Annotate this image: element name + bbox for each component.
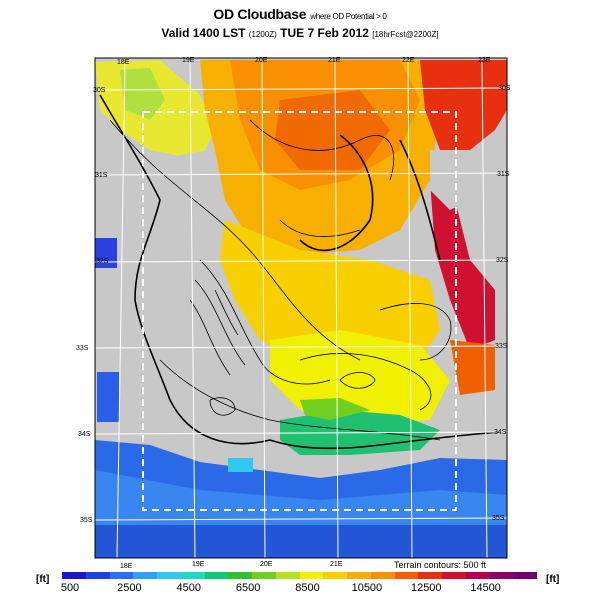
colorbar-swatch bbox=[180, 572, 205, 579]
colorbar-swatch bbox=[465, 572, 490, 579]
lat-label-right-30s: 30S bbox=[498, 85, 511, 92]
lat-label-right-35s: 35S bbox=[492, 515, 505, 522]
colorbar-swatch bbox=[204, 572, 229, 579]
colorbar-label: 2500 bbox=[117, 582, 142, 594]
red-east-top bbox=[420, 60, 507, 150]
map-frame bbox=[94, 57, 508, 559]
colorbar-label: 8500 bbox=[295, 582, 320, 594]
colorbar-label: 500 bbox=[60, 582, 80, 594]
colorbar-label: 6500 bbox=[235, 582, 261, 594]
colorbar-swatch bbox=[252, 572, 276, 579]
colorbar-label: 14500 bbox=[470, 582, 501, 594]
colorbar-swatch bbox=[489, 572, 514, 579]
lat-label-right-31s: 31S bbox=[497, 171, 510, 178]
title-utc: (1200Z) bbox=[248, 30, 277, 39]
chart-subtitle: Valid 1400 LST (1200Z) TUE 7 Feb 2012 [1… bbox=[0, 26, 600, 40]
graticule bbox=[94, 61, 508, 559]
lon-label-bottom-20e: 20E bbox=[260, 561, 273, 568]
title-forecast: [18hrFcst@2200Z] bbox=[372, 30, 439, 39]
domain-box bbox=[142, 111, 457, 511]
lon-label-bottom-19e: 19E bbox=[192, 561, 205, 568]
colorbar-swatch bbox=[228, 572, 252, 579]
lat-label-left-34s: 34S bbox=[78, 431, 91, 438]
colorbar-unit-left: [ft] bbox=[36, 574, 50, 585]
lon-label-bottom-18e: 18E bbox=[120, 563, 133, 570]
colorbar-swatch bbox=[394, 572, 419, 579]
colorbar-swatch bbox=[62, 572, 86, 579]
yellow-central bbox=[220, 220, 440, 370]
chart-title: OD Cloudbase where OD Potential > 0 bbox=[0, 6, 600, 22]
orange-east-low bbox=[450, 340, 495, 395]
lat-label-right-33s: 33S bbox=[495, 343, 508, 350]
lat-label-right-34s: 34S bbox=[494, 429, 507, 436]
lat-label-left-33s: 33S bbox=[76, 345, 89, 352]
colorbar-swatch bbox=[299, 572, 324, 579]
colorbar-swatch bbox=[323, 572, 347, 579]
lat-label-right-32s: 32S bbox=[496, 257, 509, 264]
lon-label-top-18e: 18E bbox=[117, 59, 130, 66]
colorbar-swatch bbox=[275, 572, 300, 579]
lat-label-left-31s: 31S bbox=[95, 172, 108, 179]
title-date: TUE 7 Feb 2012 bbox=[280, 26, 369, 40]
lime-south bbox=[300, 398, 370, 420]
colorbar-label: 12500 bbox=[410, 582, 442, 594]
lon-label-top-23e: 23E bbox=[478, 57, 491, 64]
colorbar-swatch bbox=[418, 572, 442, 579]
title-main: OD Cloudbase bbox=[213, 6, 307, 22]
lon-label-top-22e: 22E bbox=[402, 57, 415, 64]
title-sub: where OD Potential > 0 bbox=[310, 12, 387, 21]
red-east-mid bbox=[430, 180, 495, 350]
lon-label-bottom-21e: 21E bbox=[330, 561, 343, 568]
colorbar-label: 4500 bbox=[176, 582, 201, 594]
colorbar-swatch bbox=[370, 572, 395, 579]
colorbar-swatch bbox=[85, 572, 110, 579]
colorbar-unit-right: [ft] bbox=[546, 574, 560, 585]
ocean-south-deep bbox=[95, 525, 507, 558]
lat-label-left-35s: 35S bbox=[80, 517, 93, 524]
colorbar-label: 10500 bbox=[351, 582, 383, 594]
coastline bbox=[99, 94, 501, 450]
terrain-contour-note: Terrain contours: 500 ft bbox=[394, 560, 487, 570]
colorbar-swatch bbox=[157, 572, 181, 579]
cyan-patch bbox=[228, 458, 253, 472]
west-blue-patch bbox=[95, 238, 117, 268]
colorbar-swatch bbox=[347, 572, 371, 579]
title-valid: Valid 1400 LST bbox=[161, 26, 246, 40]
lon-label-top-21e: 21E bbox=[328, 57, 341, 64]
gray-land-east bbox=[430, 150, 470, 210]
green-yellow-nw bbox=[120, 68, 165, 120]
colorbar-swatch bbox=[513, 572, 537, 579]
colorbar-swatch bbox=[109, 572, 134, 579]
colorbar-swatch bbox=[133, 572, 157, 579]
lon-label-top-19e: 19E bbox=[182, 57, 195, 64]
colorbar-swatch bbox=[442, 572, 466, 579]
lon-label-top-20e: 20E bbox=[255, 57, 268, 64]
colorbar bbox=[62, 572, 537, 579]
lat-label-left-32s: 32S bbox=[96, 258, 109, 265]
lat-label-left-30s: 30S bbox=[93, 87, 106, 94]
gray-land-west bbox=[125, 150, 225, 400]
west-blue-patch-2 bbox=[97, 372, 119, 422]
orange-hot bbox=[275, 90, 390, 170]
